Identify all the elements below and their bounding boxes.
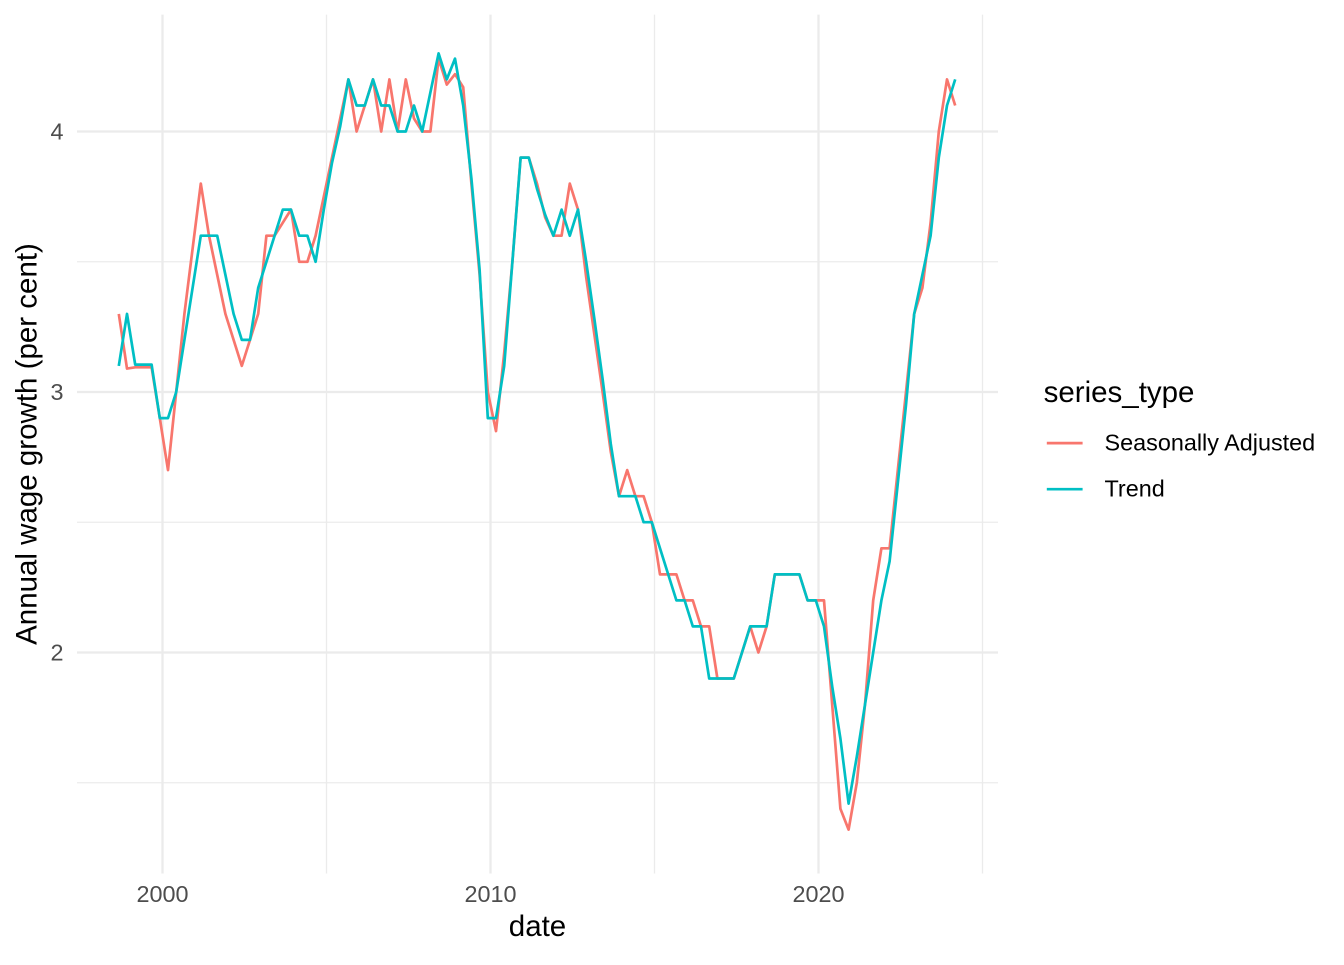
svg-text:2020: 2020 [792, 881, 844, 907]
svg-text:Trend: Trend [1105, 475, 1165, 501]
svg-text:4: 4 [50, 119, 63, 145]
svg-text:series_type: series_type [1044, 376, 1195, 409]
svg-text:3: 3 [50, 379, 63, 405]
svg-text:2: 2 [50, 640, 63, 666]
svg-text:2010: 2010 [464, 881, 516, 907]
svg-text:Seasonally Adjusted: Seasonally Adjusted [1105, 430, 1316, 456]
svg-text:date: date [509, 910, 566, 943]
svg-text:2000: 2000 [136, 881, 188, 907]
svg-text:Annual wage growth (per cent): Annual wage growth (per cent) [11, 243, 44, 645]
